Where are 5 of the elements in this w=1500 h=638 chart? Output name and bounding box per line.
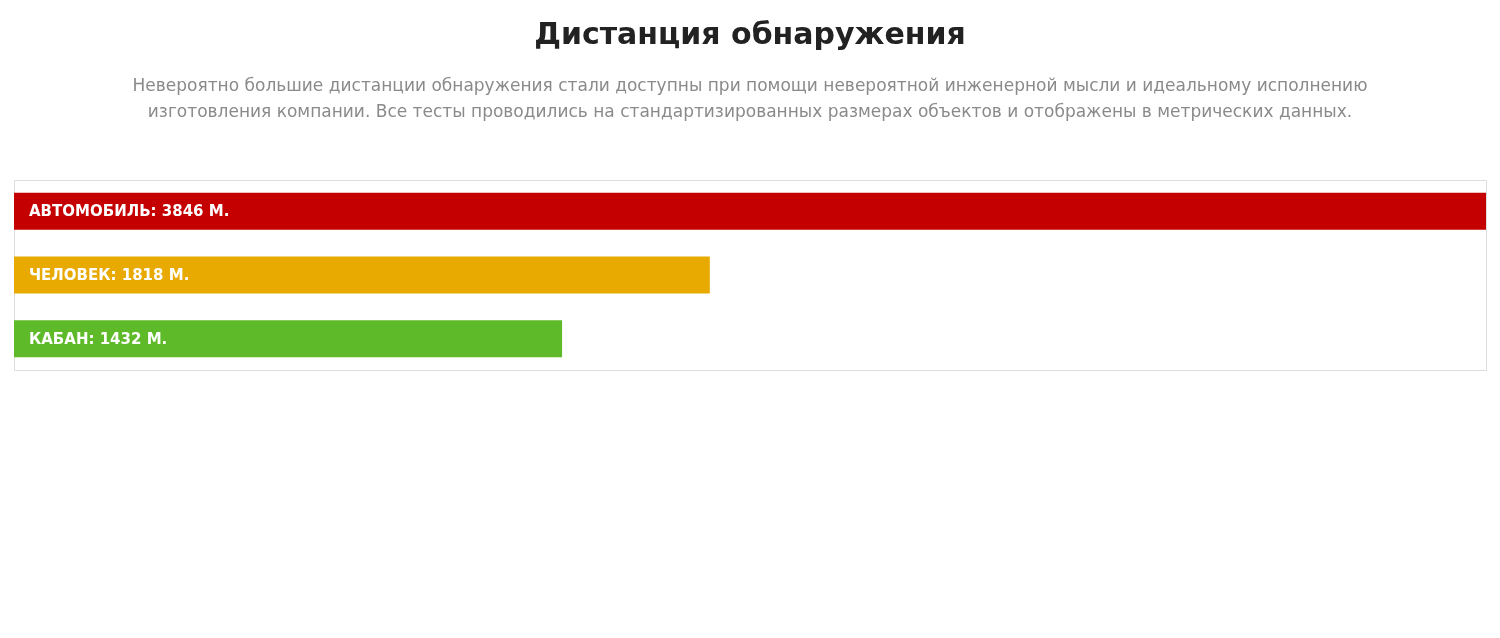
data-label: АВТОМОБИЛЬ: 3846 М. — [29, 202, 230, 221]
data-label: КАБАН: 1432 М. — [29, 329, 168, 348]
chart-subtitle: Невероятно большие дистанции обнаружения стали доступны при помощи невероятной инженерной мысли и идеальному исполнению изготовления компании. Все тесты проводились на стандартизированных размерах объектов и отображены в метрических данных. — [132, 75, 1368, 121]
chart-title: Дистанция обнаружения — [534, 16, 966, 51]
data-label: ЧЕЛОВЕК: 1818 М. — [29, 266, 190, 284]
